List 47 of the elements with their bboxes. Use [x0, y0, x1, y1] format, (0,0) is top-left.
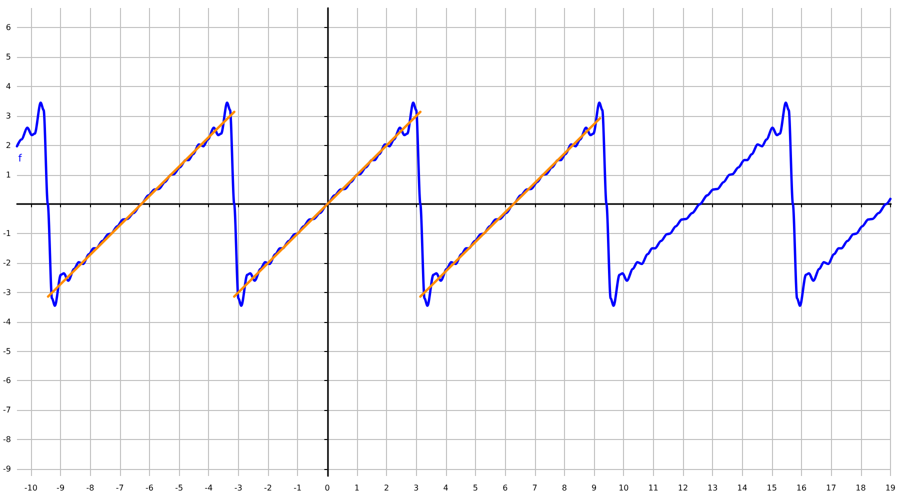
x-tick-label: -6: [145, 484, 154, 492]
y-tick-label: -2: [2, 258, 11, 268]
x-tick-label: 18: [856, 484, 866, 492]
y-tick-label: 4: [6, 82, 11, 92]
x-tick-label: 7: [532, 484, 538, 492]
y-tick-label: -9: [2, 464, 11, 474]
x-tick-label: -1: [294, 484, 302, 492]
x-tick-label: 14: [737, 484, 748, 492]
x-tick-label: 6: [502, 484, 508, 492]
y-tick-label: 5: [6, 52, 11, 62]
x-tick-label: 2: [384, 484, 390, 492]
y-tick-label: -7: [2, 406, 11, 415]
x-tick-label: -9: [56, 484, 65, 492]
y-tick-label: -8: [2, 435, 11, 444]
x-tick-label: -4: [204, 484, 213, 492]
y-tick-label: -3: [2, 288, 11, 297]
x-tick-label: 13: [707, 484, 718, 492]
y-tick-label: 1: [6, 170, 11, 180]
y-tick-label: -6: [2, 376, 11, 386]
x-tick-label: 5: [472, 484, 478, 492]
y-tick-label: 3: [6, 111, 11, 120]
y-tick-label: -1: [2, 229, 11, 238]
x-tick-label: 1: [354, 484, 360, 492]
x-tick-label: 17: [826, 484, 836, 492]
line-series: [16, 102, 892, 307]
x-tick-label: 15: [766, 484, 777, 492]
series-label: f: [18, 153, 22, 164]
x-tick-label: 8: [562, 484, 567, 492]
x-tick-label: 3: [414, 484, 419, 492]
x-tick-label: 11: [648, 484, 658, 492]
y-tick-label: -5: [2, 346, 11, 356]
x-tick-label: -8: [86, 484, 94, 492]
x-tick-label: 9: [591, 484, 597, 492]
x-tick-label: 19: [885, 484, 896, 492]
x-tick-label: -2: [264, 484, 272, 492]
x-tick-label: -5: [175, 484, 184, 492]
x-tick-label: -7: [116, 484, 124, 492]
x-tick-label: 16: [796, 484, 807, 492]
y-tick-label: 6: [6, 23, 11, 32]
x-tick-label: 0: [324, 484, 330, 492]
x-tick-label: -3: [234, 484, 242, 492]
x-tick-label: 12: [678, 484, 688, 492]
x-tick-label: 10: [618, 484, 629, 492]
y-tick-label: -4: [2, 317, 11, 326]
y-tick-label: 2: [6, 140, 11, 150]
x-tick-label: -10: [24, 484, 38, 492]
x-tick-label: 4: [443, 484, 448, 492]
